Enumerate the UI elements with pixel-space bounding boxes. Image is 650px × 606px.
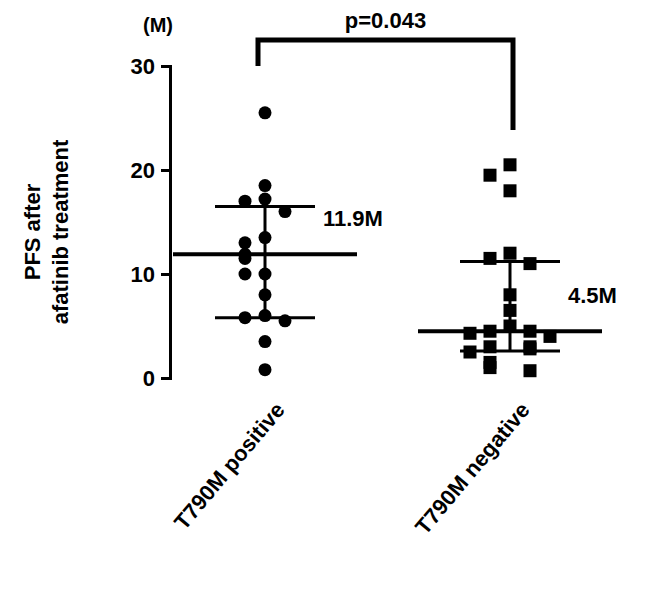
y-tick: 0 xyxy=(143,366,170,391)
y-tick-label: 0 xyxy=(143,366,155,391)
x-tick: T790M negative xyxy=(410,398,534,540)
data-point xyxy=(524,257,537,270)
y-tick: 20 xyxy=(131,158,170,183)
data-point xyxy=(484,169,497,182)
data-point xyxy=(484,361,497,374)
y-tick-label: 20 xyxy=(131,158,155,183)
data-point xyxy=(504,184,517,197)
median-label: 11.9M xyxy=(323,206,383,231)
data-point xyxy=(524,325,537,338)
data-point xyxy=(504,288,517,301)
y-axis: 0 10 20 30 xyxy=(131,54,171,391)
data-point xyxy=(484,340,497,353)
chart: 0 10 20 30 T790M positive T790M negative PFS a… xyxy=(0,0,650,606)
y-axis-title: PFS afterafatinib treatment xyxy=(20,139,73,324)
data-point xyxy=(484,325,497,338)
y-tick-mark xyxy=(161,377,170,380)
y-tick: 10 xyxy=(131,262,170,287)
data-point xyxy=(259,106,272,119)
significance-bracket xyxy=(258,40,513,130)
data-point xyxy=(504,247,517,260)
quartile-bar xyxy=(460,260,560,263)
data-point xyxy=(279,205,292,218)
data-point xyxy=(259,288,272,301)
median-line xyxy=(173,252,357,256)
x-tick: T790M positive xyxy=(169,398,290,535)
data-point xyxy=(544,330,557,343)
y-tick-label: 10 xyxy=(131,262,155,287)
data-point xyxy=(504,158,517,171)
data-point xyxy=(504,320,517,333)
x-tick-label: T790M negative xyxy=(410,398,534,540)
data-point xyxy=(484,252,497,265)
data-point xyxy=(279,314,292,327)
data-point xyxy=(259,179,272,192)
data-point xyxy=(259,193,272,206)
data-point xyxy=(464,327,477,340)
y-tick-mark xyxy=(161,65,170,68)
plot-area xyxy=(173,106,602,377)
data-point xyxy=(259,335,272,348)
data-point xyxy=(259,268,272,281)
data-point xyxy=(524,342,537,355)
x-axis: T790M positive T790M negative xyxy=(169,398,535,540)
data-point xyxy=(504,304,517,317)
y-tick: 30 xyxy=(131,54,170,79)
data-point xyxy=(464,346,477,359)
p-value: p=0.043 xyxy=(345,8,426,33)
data-point xyxy=(239,268,252,281)
y-tick-mark xyxy=(161,273,170,276)
data-point xyxy=(239,252,252,265)
y-tick-label: 30 xyxy=(131,54,155,79)
data-point xyxy=(239,195,252,208)
data-point xyxy=(259,309,272,322)
median-label: 4.5M xyxy=(568,283,617,308)
y-tick-mark xyxy=(161,169,170,172)
data-point xyxy=(259,363,272,376)
data-point xyxy=(239,311,252,324)
x-tick-label: T790M positive xyxy=(169,398,290,535)
data-point xyxy=(524,364,537,377)
data-point xyxy=(259,231,272,244)
data-point xyxy=(239,236,252,249)
y-unit: (M) xyxy=(143,14,173,36)
y-axis-line xyxy=(161,67,171,379)
